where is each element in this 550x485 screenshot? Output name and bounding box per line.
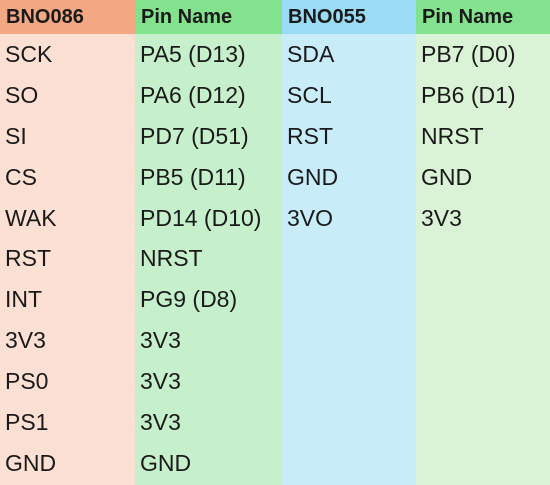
bno086-pin: 3V3 bbox=[5, 327, 46, 354]
bno086-pin-name: 3V3 bbox=[140, 368, 181, 395]
bno055-header: BNO055 bbox=[282, 0, 416, 34]
bno055-pin: RST bbox=[287, 122, 333, 149]
bno086-pin-name: 3V3 bbox=[140, 327, 181, 354]
bno055-pin-name-body: PB7 (D0) PB6 (D1) NRST GND 3V3 bbox=[416, 34, 550, 485]
bno086-column: BNO086 SCK SO SI CS WAK RST INT 3V3 PS0 … bbox=[0, 0, 135, 485]
bno086-pin: SO bbox=[5, 81, 39, 108]
bno055-pin-name: GND bbox=[421, 163, 473, 190]
bno086-pin-name: PB5 (D11) bbox=[140, 163, 246, 190]
bno086-pin: PS1 bbox=[5, 409, 49, 436]
bno086-pin: INT bbox=[5, 286, 43, 313]
bno086-pin-name: PA5 (D13) bbox=[140, 41, 246, 67]
bno086-pin-name-header: Pin Name bbox=[135, 0, 282, 34]
bno086-pin: CS bbox=[5, 163, 37, 190]
bno055-pin: GND bbox=[287, 163, 339, 190]
bno086-pin: WAK bbox=[5, 204, 57, 231]
bno086-pin-name-column: Pin Name PA5 (D13) PA6 (D12) PD7 (D51) P… bbox=[135, 0, 282, 485]
bno086-pin: SI bbox=[5, 122, 27, 149]
bno086-pin: SCK bbox=[5, 41, 53, 67]
bno086-pin-name: PD14 (D10) bbox=[140, 204, 262, 231]
bno086-pin-name: GND bbox=[140, 449, 192, 476]
bno055-pin-name-column: Pin Name PB7 (D0) PB6 (D1) NRST GND 3V3 bbox=[416, 0, 550, 485]
bno086-pin-name: PA6 (D12) bbox=[140, 81, 246, 108]
bno055-column: BNO055 SDA SCL RST GND 3VO bbox=[282, 0, 416, 485]
bno086-pin-name-body: PA5 (D13) PA6 (D12) PD7 (D51) PB5 (D11) … bbox=[135, 34, 282, 485]
bno055-pin-name: PB6 (D1) bbox=[421, 81, 516, 108]
bno055-pin-name: PB7 (D0) bbox=[421, 41, 516, 67]
bno055-pin-name-header: Pin Name bbox=[416, 0, 550, 34]
bno086-pin: PS0 bbox=[5, 368, 49, 395]
bno086-pin-name: NRST bbox=[140, 245, 203, 272]
bno086-pin: RST bbox=[5, 245, 51, 272]
bno086-header: BNO086 bbox=[0, 0, 135, 34]
bno055-pin-name: NRST bbox=[421, 122, 484, 149]
bno086-pin-name: 3V3 bbox=[140, 409, 181, 436]
bno055-pin: 3VO bbox=[287, 204, 334, 231]
bno086-body: SCK SO SI CS WAK RST INT 3V3 PS0 PS1 GND bbox=[0, 34, 135, 485]
bno055-body: SDA SCL RST GND 3VO bbox=[282, 34, 416, 485]
bno086-pin-name: PD7 (D51) bbox=[140, 122, 249, 149]
bno055-pin-name: 3V3 bbox=[421, 204, 462, 231]
bno086-pin-name: PG9 (D8) bbox=[140, 286, 238, 313]
bno055-pin: SCL bbox=[287, 81, 332, 108]
bno086-pin: GND bbox=[5, 449, 57, 476]
bno055-pin: SDA bbox=[287, 41, 335, 67]
